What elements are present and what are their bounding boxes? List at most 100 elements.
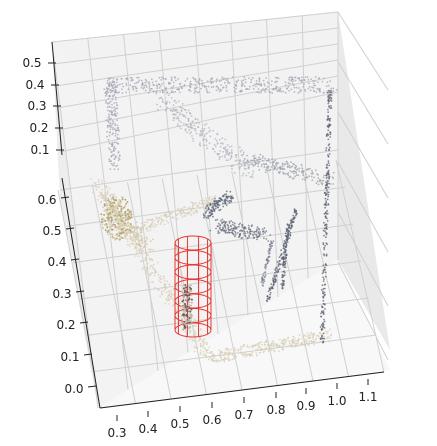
pole-point <box>328 148 330 151</box>
object-point <box>190 294 193 297</box>
floor-point <box>161 218 163 221</box>
pole-point <box>262 272 265 275</box>
wall-point <box>135 90 138 93</box>
pole-point <box>282 264 284 267</box>
floor-point <box>115 229 118 232</box>
floor-point <box>232 349 235 352</box>
floor-point <box>303 343 305 346</box>
wall-point <box>257 88 260 90</box>
floor-point <box>129 235 132 238</box>
wall-point <box>119 154 121 157</box>
wall-point <box>113 114 115 116</box>
floor-point <box>156 217 159 220</box>
floor-point <box>250 345 253 348</box>
wall-point <box>238 167 241 170</box>
wall-point <box>108 101 111 104</box>
grid-line <box>337 111 389 199</box>
floor-point <box>230 348 232 351</box>
wall-point <box>116 119 118 122</box>
pole-point <box>326 163 328 166</box>
floor-point <box>164 285 166 288</box>
floor-point <box>192 334 195 336</box>
pole-point <box>327 191 330 194</box>
wall-point <box>317 177 320 180</box>
wall-point <box>106 79 109 82</box>
floor-point <box>218 353 221 356</box>
pole-point <box>323 327 326 329</box>
wall-point <box>235 156 238 159</box>
wall-point <box>247 224 250 227</box>
floor-point <box>200 199 203 202</box>
floor-point <box>100 196 103 199</box>
wall-point <box>189 85 192 88</box>
wall-point <box>205 216 208 219</box>
wall-point <box>263 164 266 166</box>
floor-point <box>179 306 182 309</box>
floor-point <box>156 223 158 226</box>
floor-point <box>248 346 251 349</box>
floor-point <box>219 360 222 362</box>
object-point <box>188 301 191 304</box>
wall-point <box>255 85 257 88</box>
floor-point <box>292 335 294 338</box>
object-point <box>186 290 189 293</box>
wall-point <box>258 83 260 86</box>
pole-point <box>329 120 331 122</box>
wall-point <box>238 146 241 149</box>
floor-point <box>202 201 204 204</box>
y-tick-label: 0.6 <box>37 193 56 207</box>
floor-point <box>325 337 327 340</box>
object-point <box>185 296 188 299</box>
wall-point <box>195 87 197 90</box>
x-tick-label: 0.5 <box>170 417 189 431</box>
x-tick-label: 0.8 <box>266 403 285 417</box>
pole-point <box>326 210 329 212</box>
wall-point <box>310 78 313 80</box>
wall-point <box>230 199 232 202</box>
floor-point <box>163 223 166 226</box>
object-point <box>190 298 193 301</box>
wall-point <box>265 77 268 79</box>
wall-point <box>303 83 305 86</box>
grid-line <box>337 211 389 307</box>
wall-point <box>332 171 335 174</box>
wall-point <box>238 230 241 232</box>
pole-point <box>328 123 331 125</box>
floor-point <box>194 346 197 349</box>
floor-point <box>248 354 251 356</box>
wall-point <box>116 136 118 139</box>
floor-point <box>267 344 269 347</box>
pole-point <box>281 276 283 279</box>
wall-point <box>113 83 116 86</box>
wall-point <box>289 170 292 173</box>
pole-point <box>266 262 269 265</box>
wall-point <box>140 86 143 89</box>
floor-point <box>288 340 290 343</box>
floor-point <box>123 217 125 219</box>
wall-point <box>110 155 113 158</box>
wall-point <box>317 183 320 186</box>
floor-point <box>112 221 115 224</box>
wall-point <box>323 174 326 177</box>
floor-point <box>167 297 170 300</box>
wall-point <box>277 77 280 80</box>
floor-point <box>196 211 199 214</box>
wall-point <box>172 119 175 122</box>
object-point <box>185 313 188 316</box>
wall-point <box>234 234 237 236</box>
object-point <box>184 322 186 325</box>
floor-point <box>291 342 294 345</box>
wall-point <box>194 129 197 132</box>
wall-point <box>322 176 325 179</box>
wall-point <box>264 231 266 234</box>
wall-point <box>260 165 263 168</box>
floor-point <box>245 353 248 356</box>
floor-point <box>220 358 223 361</box>
floor-point <box>204 347 207 350</box>
pole-point <box>329 136 332 138</box>
wall-point <box>308 175 311 178</box>
wall-point <box>178 114 181 116</box>
wall-point <box>125 91 127 94</box>
floor-point <box>272 345 275 348</box>
